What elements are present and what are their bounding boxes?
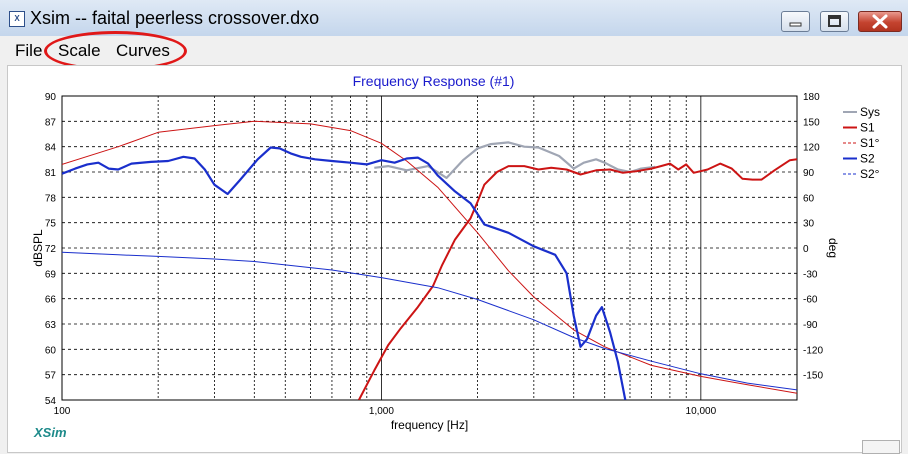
x-tick-label: 100 — [54, 406, 71, 417]
legend-label: S1 — [860, 121, 875, 135]
y-left-tick-label: 69 — [45, 269, 57, 280]
xsim-app-icon[interactable]: X — [9, 11, 25, 27]
x-tick-label: 10,000 — [686, 406, 717, 417]
y-right-tick-label: 30 — [803, 219, 815, 230]
y-left-tick-label: 63 — [45, 320, 57, 331]
y-left-tick-label: 60 — [45, 345, 57, 356]
plot-frame — [61, 95, 798, 401]
y-right-tick-label: 90 — [803, 168, 815, 179]
legend-label: S2 — [860, 152, 875, 166]
menu-scale[interactable]: Scale — [58, 41, 101, 60]
y-left-tick-label: 87 — [45, 117, 57, 128]
menu-file[interactable]: File — [15, 41, 43, 60]
y-right-tick-label: -90 — [803, 320, 818, 331]
chart-title: Frequency Response (#1) — [353, 73, 515, 89]
close-icon — [872, 14, 888, 29]
xsim-watermark: XSim — [33, 425, 67, 440]
y-left-tick-label: 84 — [45, 143, 57, 154]
y-left-tick-label: 66 — [45, 295, 57, 306]
y-right-tick-label: 0 — [803, 244, 809, 255]
y-right-tick-label: -30 — [803, 269, 818, 280]
y-right-tick-label: -60 — [803, 295, 818, 306]
menu-bar: File Scale Curves — [0, 36, 908, 64]
window-title: Xsim -- faital peerless crossover.dxo — [30, 8, 320, 28]
series-line-s1-phase — [62, 120, 797, 394]
y-right-tick-label: -150 — [803, 371, 823, 382]
y-left-tick-label: 75 — [45, 219, 57, 230]
y-left-tick-label: 72 — [45, 244, 57, 255]
y-left-tick-label: 81 — [45, 168, 57, 179]
series-line-s2-phase — [62, 251, 797, 391]
close-button[interactable] — [858, 11, 902, 32]
y-left-tick-label: 57 — [45, 371, 57, 382]
status-grip — [862, 440, 900, 454]
y-right-tick-label: -120 — [803, 345, 823, 356]
menu-curves[interactable]: Curves — [116, 41, 170, 60]
y-left-tick-label: 54 — [45, 396, 57, 407]
y-right-tick-label: 150 — [803, 117, 820, 128]
y-left-axis-label: dBSPL — [31, 229, 45, 267]
x-tick-label: 1,000 — [369, 406, 394, 417]
y-right-tick-label: 60 — [803, 193, 815, 204]
series-line-s1 — [358, 158, 797, 400]
y-right-tick-label: 180 — [803, 92, 820, 103]
minimize-button[interactable] — [781, 11, 810, 32]
minimize-icon — [789, 22, 802, 27]
y-left-tick-label: 78 — [45, 193, 57, 204]
title-bar[interactable]: X Xsim -- faital peerless crossover.dxo — [0, 0, 908, 36]
y-right-axis-label: deg — [826, 238, 840, 258]
y-left-tick-label: 90 — [45, 92, 57, 103]
maximize-button[interactable] — [820, 11, 849, 32]
legend-label: S2° — [860, 167, 880, 181]
series-line-s2 — [62, 146, 627, 400]
legend-label: Sys — [860, 105, 880, 119]
maximize-icon — [828, 15, 841, 27]
legend-label: S1° — [860, 136, 880, 150]
y-right-tick-label: 120 — [803, 143, 820, 154]
x-axis-label: frequency [Hz] — [391, 418, 468, 432]
